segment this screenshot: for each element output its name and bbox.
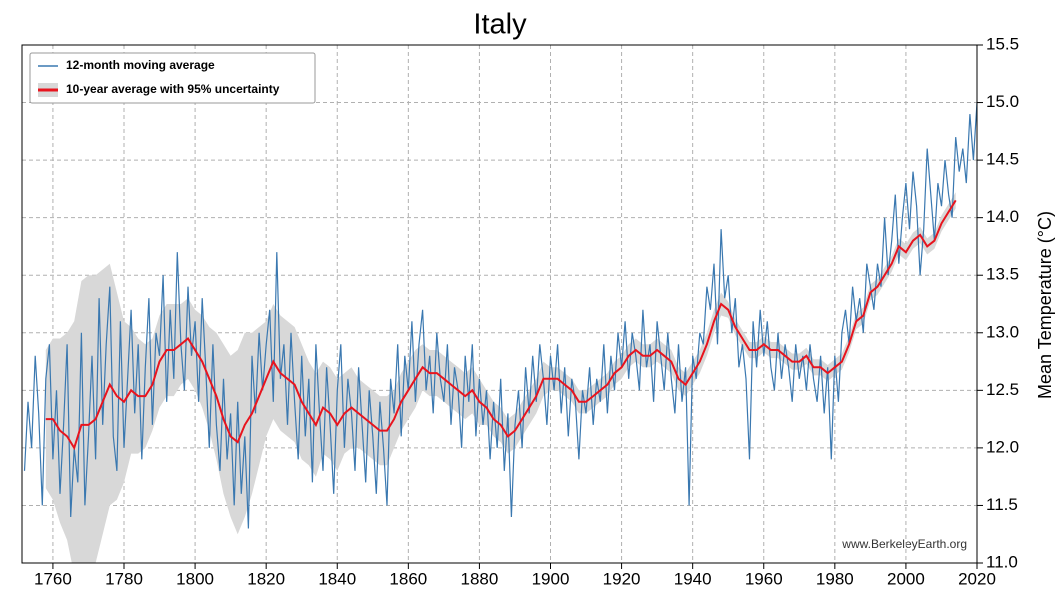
x-tick-label: 1920 xyxy=(603,569,641,588)
y-tick-label: 14.0 xyxy=(986,207,1019,226)
series-line xyxy=(45,199,957,451)
x-tick-label: 1960 xyxy=(745,569,783,588)
uncertainty-band xyxy=(45,192,956,563)
watermark: www.BerkeleyEarth.org xyxy=(841,537,967,551)
x-tick-label: 1880 xyxy=(461,569,499,588)
y-tick-label: 15.0 xyxy=(986,92,1019,111)
chart-title: Italy xyxy=(473,9,527,41)
x-tick-label: 1800 xyxy=(176,569,214,588)
x-tick-label: 1860 xyxy=(389,569,427,588)
y-tick-label: 11.5 xyxy=(986,495,1018,514)
y-tick-label: 13.5 xyxy=(986,265,1019,284)
x-tick-label: 2020 xyxy=(958,569,996,588)
legend-box xyxy=(29,52,316,104)
x-tick-label: 1820 xyxy=(247,569,285,588)
legend-label: 10-year average with 95% uncertainty xyxy=(66,82,280,96)
x-tick-label: 1940 xyxy=(674,569,712,588)
x-tick-label: 1840 xyxy=(318,569,356,588)
legend-label: 12-month moving average xyxy=(66,58,215,72)
x-tick-label: 2000 xyxy=(887,569,925,588)
y-tick-label: 15.5 xyxy=(986,34,1019,53)
y-tick-label: 11.0 xyxy=(986,552,1018,571)
y-tick-label: 14.5 xyxy=(986,150,1019,169)
x-tick-label: 1980 xyxy=(816,569,854,588)
y-tick-label: 13.0 xyxy=(986,322,1019,341)
plot-frame xyxy=(21,44,978,564)
y-axis-label: Mean Temperature (°C) xyxy=(1035,211,1055,399)
x-tick-label: 1900 xyxy=(532,569,570,588)
y-tick-label: 12.0 xyxy=(986,437,1019,456)
x-tick-label: 1780 xyxy=(105,569,143,588)
plot-area xyxy=(23,102,977,563)
x-tick-label: 1760 xyxy=(34,569,72,588)
y-tick-label: 12.5 xyxy=(986,380,1019,399)
series-line xyxy=(23,102,977,529)
